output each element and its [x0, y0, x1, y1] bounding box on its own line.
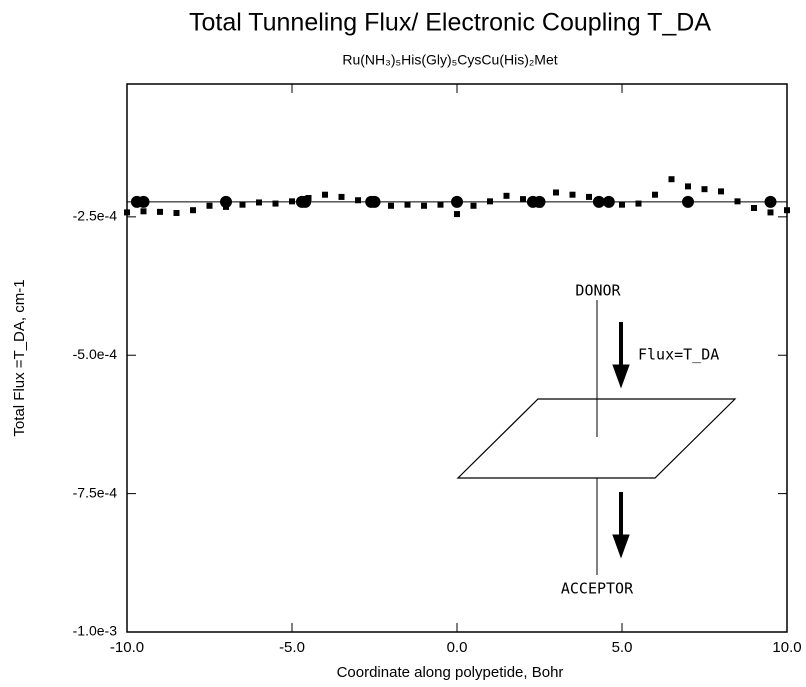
point — [454, 211, 460, 218]
point — [652, 191, 658, 198]
point — [520, 196, 526, 203]
point — [206, 202, 213, 209]
point — [190, 207, 196, 214]
plane — [456, 398, 737, 479]
point — [272, 200, 279, 207]
point — [322, 191, 328, 198]
point — [586, 193, 592, 200]
point — [619, 201, 625, 208]
annotation: ACCEPTOR — [561, 580, 634, 598]
x-tick-label: 10.0 — [772, 639, 801, 656]
chart-subtitle: Ru(NH₃)₅His(Gly)₅CysCu(His)₂Met — [342, 52, 557, 68]
point — [256, 199, 262, 206]
point — [289, 198, 295, 205]
point — [751, 204, 757, 211]
point — [338, 193, 345, 200]
inset-diagram — [456, 300, 737, 575]
x-tick-label: 5.0 — [612, 639, 633, 656]
point — [553, 189, 559, 196]
point — [487, 198, 493, 205]
arrow-head — [612, 534, 630, 559]
y-tick-label: -1.0e-3 — [73, 623, 118, 639]
point — [437, 201, 444, 208]
point — [470, 202, 477, 209]
point — [767, 209, 774, 216]
point — [140, 208, 147, 215]
point — [635, 200, 642, 207]
point — [239, 201, 246, 208]
y-tick-label: -2.5e-4 — [73, 208, 118, 224]
arrow-head — [612, 364, 630, 389]
chart-title: Total Tunneling Flux/ Electronic Couplin… — [189, 9, 711, 37]
point — [124, 209, 130, 216]
point — [503, 192, 510, 199]
point — [355, 197, 361, 204]
y-tick-label: -5.0e-4 — [73, 346, 118, 362]
point — [734, 198, 741, 205]
y-axis-label: Total Flux =T_DA, cm-1 — [11, 279, 28, 436]
x-tick-label: -5.0 — [279, 639, 305, 656]
annotation: DONOR — [575, 282, 621, 300]
y-tick-label: -7.5e-4 — [73, 484, 118, 500]
point — [421, 202, 427, 209]
point — [173, 209, 180, 216]
point — [784, 207, 790, 214]
annotation: Flux=T_DA — [638, 346, 719, 364]
point — [157, 208, 163, 215]
point — [388, 202, 394, 209]
point — [668, 176, 675, 183]
point — [718, 188, 724, 195]
point — [404, 201, 411, 208]
point — [569, 191, 576, 198]
x-tick-label: -10.0 — [110, 639, 144, 656]
x-axis-label: Coordinate along polypetide, Bohr — [337, 664, 564, 681]
point — [701, 186, 708, 193]
x-tick-label: 0.0 — [447, 639, 468, 656]
point — [685, 183, 691, 190]
